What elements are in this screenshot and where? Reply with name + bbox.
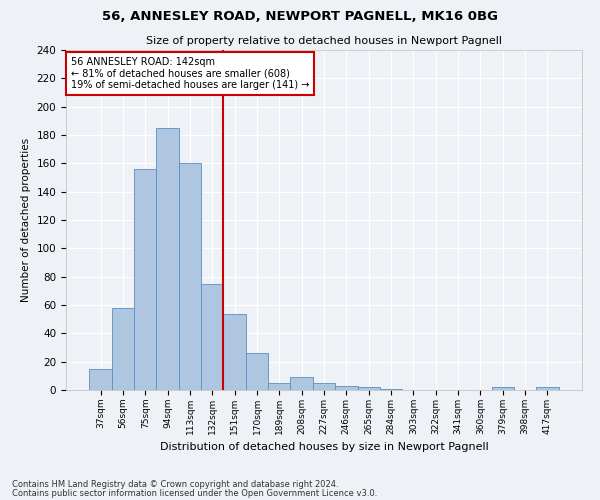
Text: 56, ANNESLEY ROAD, NEWPORT PAGNELL, MK16 0BG: 56, ANNESLEY ROAD, NEWPORT PAGNELL, MK16… [102, 10, 498, 23]
Bar [536, 387, 559, 390]
Bar [246, 353, 268, 390]
Text: Contains public sector information licensed under the Open Government Licence v3: Contains public sector information licen… [12, 488, 377, 498]
Y-axis label: Number of detached properties: Number of detached properties [21, 138, 31, 302]
Bar [491, 387, 514, 390]
Bar [201, 284, 223, 390]
Bar [223, 314, 246, 390]
Bar [89, 369, 112, 390]
X-axis label: Distribution of detached houses by size in Newport Pagnell: Distribution of detached houses by size … [160, 442, 488, 452]
Bar [112, 308, 134, 390]
Bar [313, 383, 335, 390]
Bar [134, 169, 157, 390]
Bar [335, 386, 358, 390]
Bar [290, 378, 313, 390]
Bar [358, 387, 380, 390]
Bar [268, 383, 290, 390]
Text: 56 ANNESLEY ROAD: 142sqm
← 81% of detached houses are smaller (608)
19% of semi-: 56 ANNESLEY ROAD: 142sqm ← 81% of detach… [71, 57, 310, 90]
Bar [179, 164, 201, 390]
Text: Contains HM Land Registry data © Crown copyright and database right 2024.: Contains HM Land Registry data © Crown c… [12, 480, 338, 489]
Bar [380, 388, 402, 390]
Title: Size of property relative to detached houses in Newport Pagnell: Size of property relative to detached ho… [146, 36, 502, 46]
Bar [157, 128, 179, 390]
